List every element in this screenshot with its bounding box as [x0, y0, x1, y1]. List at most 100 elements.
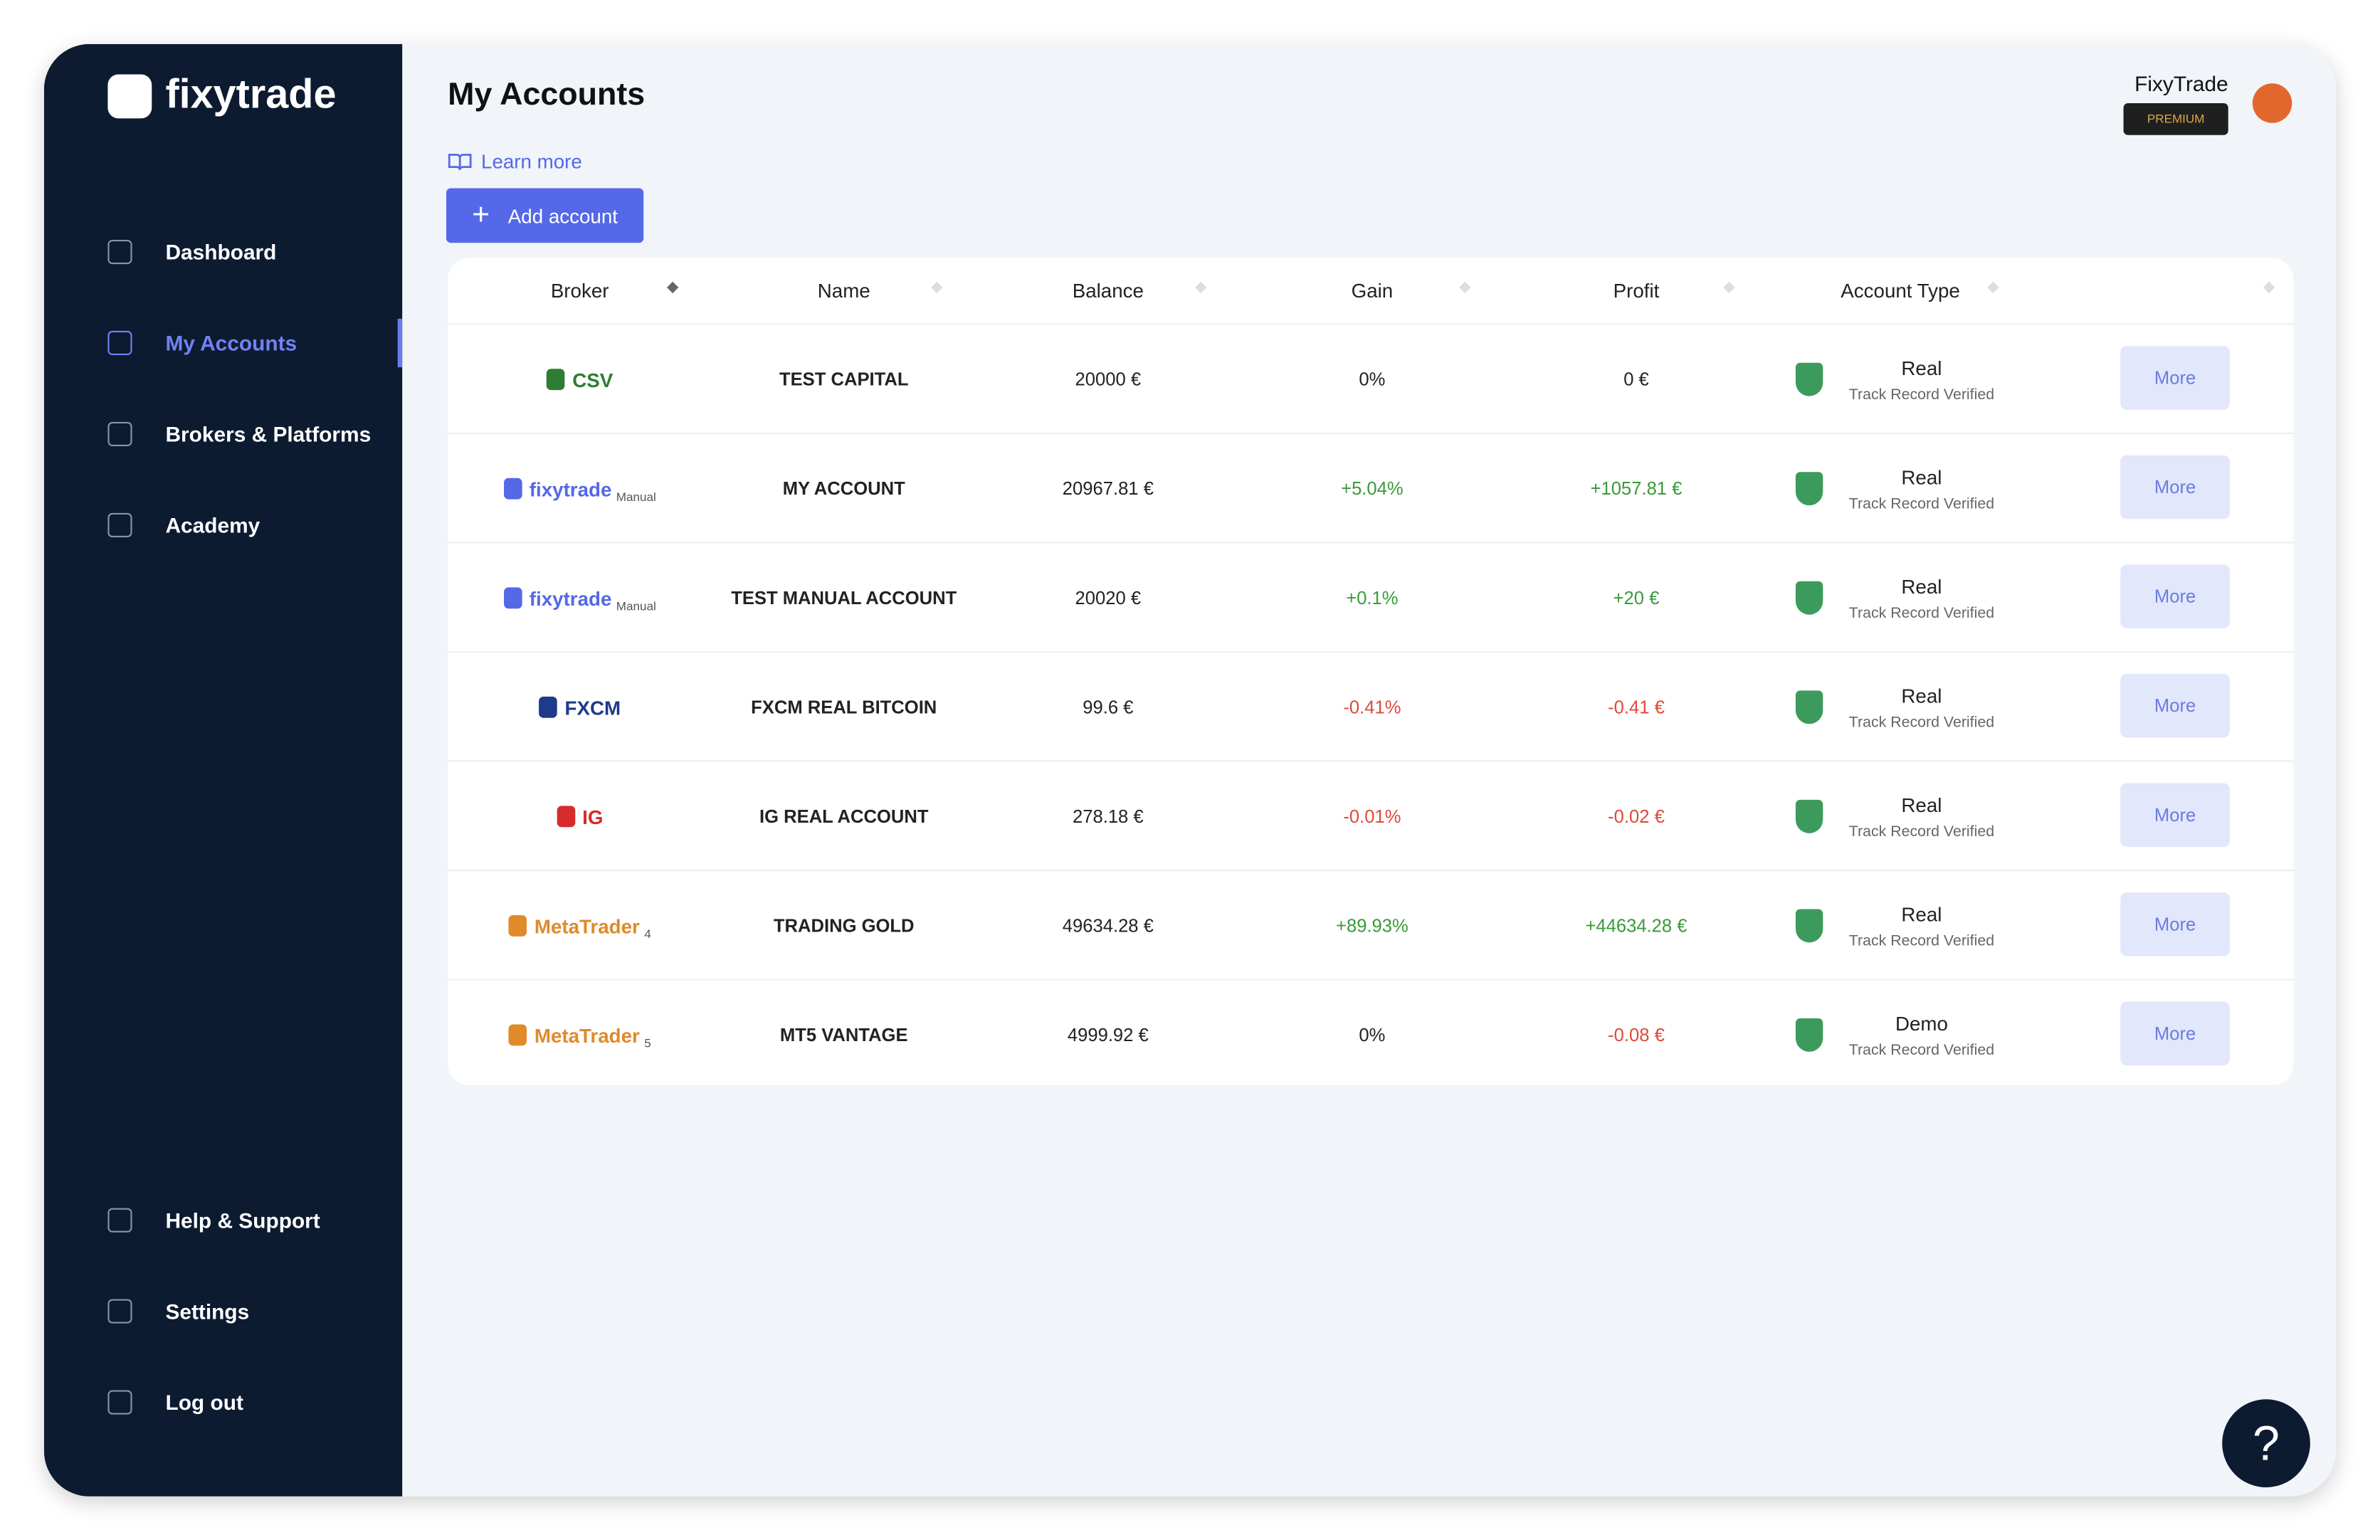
broker-cell: MetaTrader 4 — [448, 871, 712, 981]
balance: 20000 € — [1075, 369, 1142, 391]
account-type-cell: Real Track Record Verified — [1769, 434, 2075, 544]
sort-icon: ◆ — [930, 279, 943, 296]
column-header[interactable]: Gain ◆ — [1240, 258, 1504, 324]
learn-more-link[interactable]: Learn more — [448, 150, 582, 173]
nav-item[interactable]: My Accounts — [107, 325, 297, 361]
brand: fixytrade — [165, 71, 337, 117]
column-header[interactable]: Balance ◆ — [976, 258, 1240, 324]
more-button[interactable]: More — [2120, 564, 2230, 628]
broker-icon — [508, 1024, 527, 1046]
add-account-text: Add account — [507, 204, 618, 227]
sort-icon: ◆ — [1987, 279, 1999, 296]
account-type: Real — [1901, 902, 1942, 925]
sort-icon: ◆ — [1723, 279, 1735, 296]
nav-label: Dashboard — [165, 239, 277, 265]
broker-icon — [547, 369, 565, 391]
broker-cell: FXCM — [448, 653, 712, 762]
more-button[interactable]: More — [2120, 455, 2230, 520]
nav-icon — [107, 1390, 132, 1415]
plus-icon: + — [472, 198, 490, 232]
nav-item[interactable]: Dashboard — [107, 233, 276, 270]
premium-badge: PREMIUM — [2123, 103, 2228, 135]
help-bubble[interactable]: ? — [2222, 1399, 2310, 1487]
account-type: Real — [1901, 465, 1942, 488]
shield-icon — [1795, 690, 1823, 724]
nav-item[interactable]: Settings — [107, 1293, 249, 1329]
column-header-text: Balance — [1072, 279, 1144, 302]
broker-icon — [539, 696, 557, 718]
accounts-table: Broker ◆ Name ◆ Balance ◆ Gain ◆ Profit ◆ Account … — [448, 258, 2294, 1085]
broker-sub: Manual — [616, 599, 656, 613]
app-window: fixytrade Dashboard My Accounts Brokers & … — [43, 43, 2337, 1497]
profit: +20 € — [1613, 587, 1660, 609]
gain: -0.01% — [1343, 806, 1401, 828]
gain: 0% — [1359, 1024, 1386, 1046]
nav-icon — [107, 512, 132, 537]
shield-icon — [1795, 472, 1823, 506]
column-header[interactable]: Profit ◆ — [1504, 258, 1768, 324]
more-button[interactable]: More — [2120, 783, 2230, 848]
add-account-button[interactable]: + Add account — [446, 188, 644, 243]
column-header[interactable]: Name ◆ — [712, 258, 976, 324]
column-header-text: Broker — [550, 279, 609, 302]
nav-label: Brokers & Platforms — [165, 421, 372, 446]
balance: 49634.28 € — [1062, 914, 1154, 937]
nav-item[interactable]: Academy — [107, 507, 260, 543]
sidebar: fixytrade Dashboard My Accounts Brokers & … — [43, 43, 403, 1497]
book-icon — [448, 154, 472, 171]
more-button[interactable]: More — [2120, 673, 2230, 738]
account-type-cell: Real Track Record Verified — [1769, 325, 2075, 434]
broker-sub: 4 — [644, 927, 651, 942]
balance: 4999.92 € — [1067, 1024, 1149, 1046]
balance: 20967.81 € — [1062, 478, 1154, 500]
column-header-text: Gain — [1351, 279, 1394, 302]
profit: -0.41 € — [1608, 696, 1665, 718]
broker-cell: CSV — [448, 325, 712, 434]
gain: -0.41% — [1343, 696, 1401, 718]
balance: 278.18 € — [1073, 806, 1144, 828]
brand-icon — [107, 74, 152, 119]
account-name: FXCM REAL BITCOIN — [751, 696, 937, 718]
nav-item[interactable]: Help & Support — [107, 1202, 320, 1238]
account-name: MY ACCOUNT — [782, 478, 905, 500]
broker-cell: fixytrade Manual — [448, 434, 712, 544]
verification-status: Track Record Verified — [1848, 604, 1995, 622]
table-row: MetaTrader 4 TRADING GOLD 49634.28 € +89.93%… — [448, 870, 2294, 981]
broker-icon — [503, 478, 522, 500]
profit: -0.02 € — [1608, 806, 1665, 828]
verification-status: Track Record Verified — [1848, 932, 1995, 949]
broker-cell: fixytrade Manual — [448, 543, 712, 653]
nav-label: Help & Support — [165, 1208, 320, 1233]
table-row: FXCM FXCM REAL BITCOIN 99.6 € -0.41% -0.41 €… — [448, 650, 2294, 762]
shield-icon — [1795, 799, 1823, 833]
broker-logo: CSV — [572, 368, 614, 391]
nav-label: Academy — [165, 512, 260, 537]
nav-item[interactable]: Brokers & Platforms — [107, 416, 371, 452]
verification-status: Track Record Verified — [1848, 1042, 1995, 1059]
profit: +44634.28 € — [1585, 914, 1687, 937]
broker-icon — [508, 914, 527, 937]
more-button[interactable]: More — [2120, 346, 2230, 410]
shield-icon — [1795, 1018, 1823, 1052]
nav-icon — [107, 1208, 132, 1233]
shield-icon — [1795, 362, 1823, 396]
broker-logo: FXCM — [564, 695, 621, 719]
table-row: IG IG REAL ACCOUNT 278.18 € -0.01% -0.02 € Re… — [448, 760, 2294, 871]
sort-icon: ◆ — [2263, 279, 2275, 296]
page-title: My Accounts — [448, 77, 646, 112]
account-name: IG REAL ACCOUNT — [759, 806, 929, 828]
account-type: Real — [1901, 574, 1942, 598]
avatar[interactable] — [2252, 83, 2292, 123]
more-button[interactable]: More — [2120, 892, 2230, 956]
account-type: Real — [1901, 793, 1942, 816]
column-header-text: Name — [817, 279, 870, 302]
broker-sub: 5 — [644, 1036, 651, 1050]
nav-item[interactable]: Log out — [107, 1384, 243, 1420]
profit: 0 € — [1623, 369, 1649, 391]
column-header[interactable]: Account Type ◆ — [1769, 258, 2033, 324]
account-name: TEST CAPITAL — [779, 369, 909, 391]
gain: +5.04% — [1341, 478, 1404, 500]
broker-sub: Manual — [616, 490, 656, 505]
more-button[interactable]: More — [2120, 1001, 2230, 1066]
column-header[interactable]: Broker ◆ — [448, 258, 712, 324]
